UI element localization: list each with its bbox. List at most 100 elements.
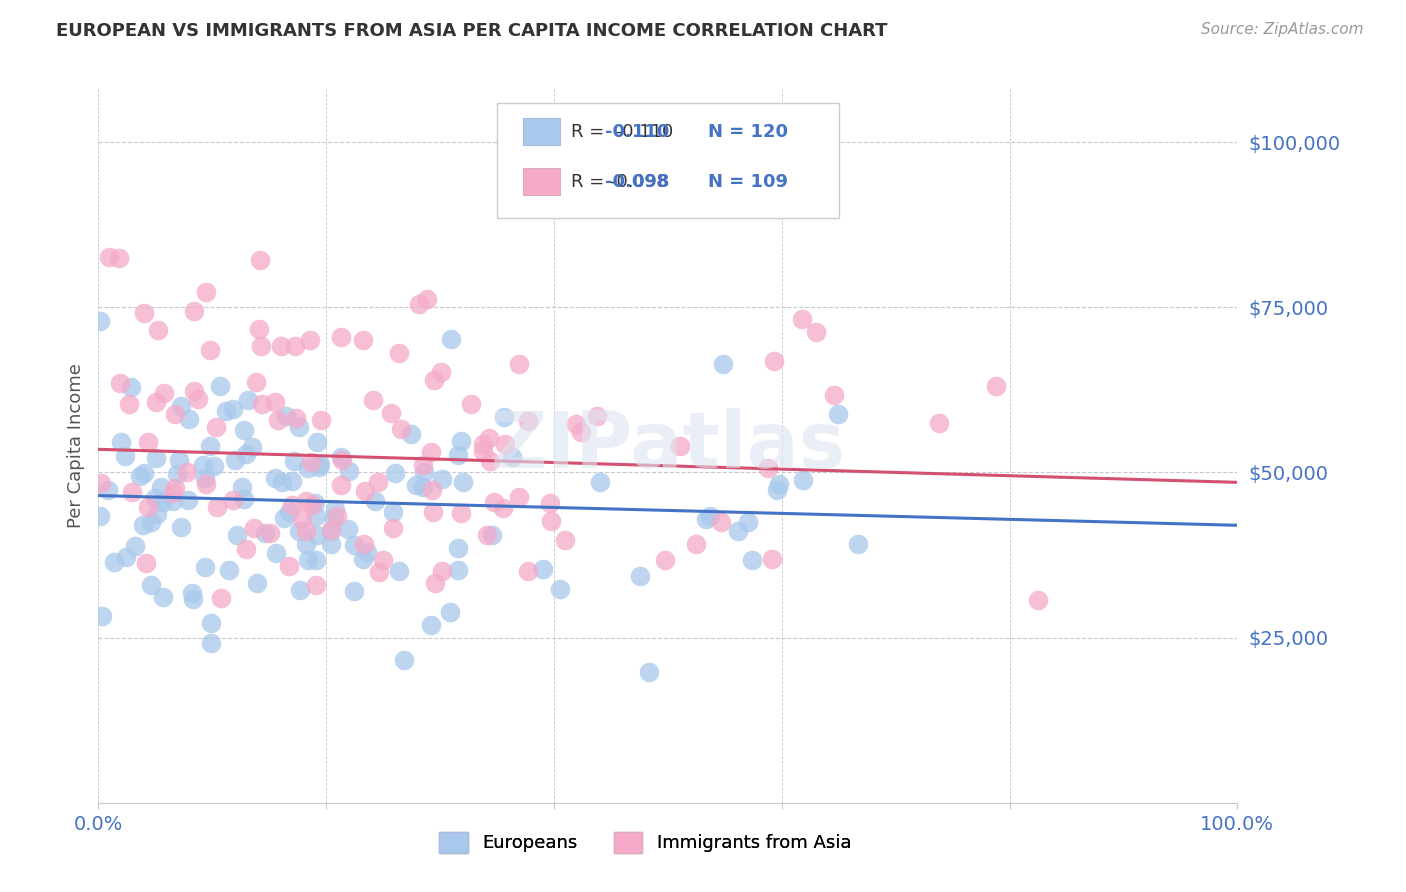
Point <box>389 422 412 436</box>
Point <box>450 507 472 521</box>
Point <box>388 564 411 578</box>
Point <box>249 252 271 267</box>
Text: R =  -0.110: R = -0.110 <box>571 123 673 141</box>
Point <box>422 505 444 519</box>
Point <box>699 508 721 523</box>
Point <box>305 509 328 524</box>
Point <box>343 584 366 599</box>
Point <box>120 380 142 394</box>
Point <box>270 338 292 352</box>
Point <box>508 490 530 504</box>
Point <box>288 420 311 434</box>
Point <box>136 500 159 514</box>
Point <box>254 525 277 540</box>
Text: -0.110: -0.110 <box>605 123 669 141</box>
Point <box>756 460 779 475</box>
Point <box>382 505 405 519</box>
Point <box>792 474 814 488</box>
Point <box>277 559 299 574</box>
Point <box>447 541 470 555</box>
Point <box>450 434 472 448</box>
Point <box>460 397 482 411</box>
Point <box>569 425 592 439</box>
Point <box>249 321 271 335</box>
Point <box>165 407 187 421</box>
Point <box>183 304 205 318</box>
Point <box>531 562 554 576</box>
Point <box>291 512 314 526</box>
Point <box>326 508 349 523</box>
Point <box>288 582 311 597</box>
Point <box>264 395 287 409</box>
Point <box>121 485 143 500</box>
Point <box>305 435 328 450</box>
Point <box>481 528 503 542</box>
Point <box>198 343 221 357</box>
Point <box>695 512 717 526</box>
Point <box>235 541 257 556</box>
Point <box>110 434 132 449</box>
Text: Source: ZipAtlas.com: Source: ZipAtlas.com <box>1201 22 1364 37</box>
Point <box>110 376 132 390</box>
Point <box>367 565 389 579</box>
Point <box>243 521 266 535</box>
Point <box>710 516 733 530</box>
Point <box>271 475 294 489</box>
Point <box>517 564 540 578</box>
Point <box>218 563 240 577</box>
Point <box>307 528 329 542</box>
Point <box>308 460 330 475</box>
Point <box>416 292 439 306</box>
Point <box>352 333 374 347</box>
Point <box>408 297 430 311</box>
Point <box>124 539 146 553</box>
Point <box>330 450 353 464</box>
Point <box>89 508 111 523</box>
Point <box>371 553 394 567</box>
Point <box>768 476 790 491</box>
Point <box>277 505 299 519</box>
Point <box>337 464 360 478</box>
Point <box>224 453 246 467</box>
Point <box>494 436 516 450</box>
Point <box>928 417 950 431</box>
Point <box>177 412 200 426</box>
Point <box>295 493 318 508</box>
Point <box>447 563 470 577</box>
Point <box>139 578 162 592</box>
Point <box>361 392 384 407</box>
Point <box>233 423 256 437</box>
Point <box>765 483 787 498</box>
Point <box>792 312 814 326</box>
Point <box>288 524 311 539</box>
Point <box>169 453 191 467</box>
Point <box>118 397 141 411</box>
Point <box>135 556 157 570</box>
Point <box>384 466 406 480</box>
Point <box>162 494 184 508</box>
Point <box>299 455 322 469</box>
Point <box>281 474 304 488</box>
Point <box>478 454 501 468</box>
Point <box>413 466 436 480</box>
Point <box>252 397 274 411</box>
Point <box>827 407 849 421</box>
Point <box>425 575 447 590</box>
Point <box>654 553 676 567</box>
Point <box>439 606 461 620</box>
Point <box>181 586 204 600</box>
Point <box>235 447 257 461</box>
Text: R = -0.098: R = -0.098 <box>571 173 668 191</box>
Point <box>198 439 221 453</box>
Point <box>245 575 267 590</box>
Point <box>343 538 366 552</box>
Point <box>103 555 125 569</box>
Point <box>162 486 184 500</box>
Point <box>380 405 402 419</box>
Point <box>97 483 120 498</box>
Point <box>354 484 377 499</box>
Point <box>209 591 232 605</box>
Point <box>628 569 651 583</box>
Point <box>540 496 562 510</box>
Point <box>249 339 271 353</box>
